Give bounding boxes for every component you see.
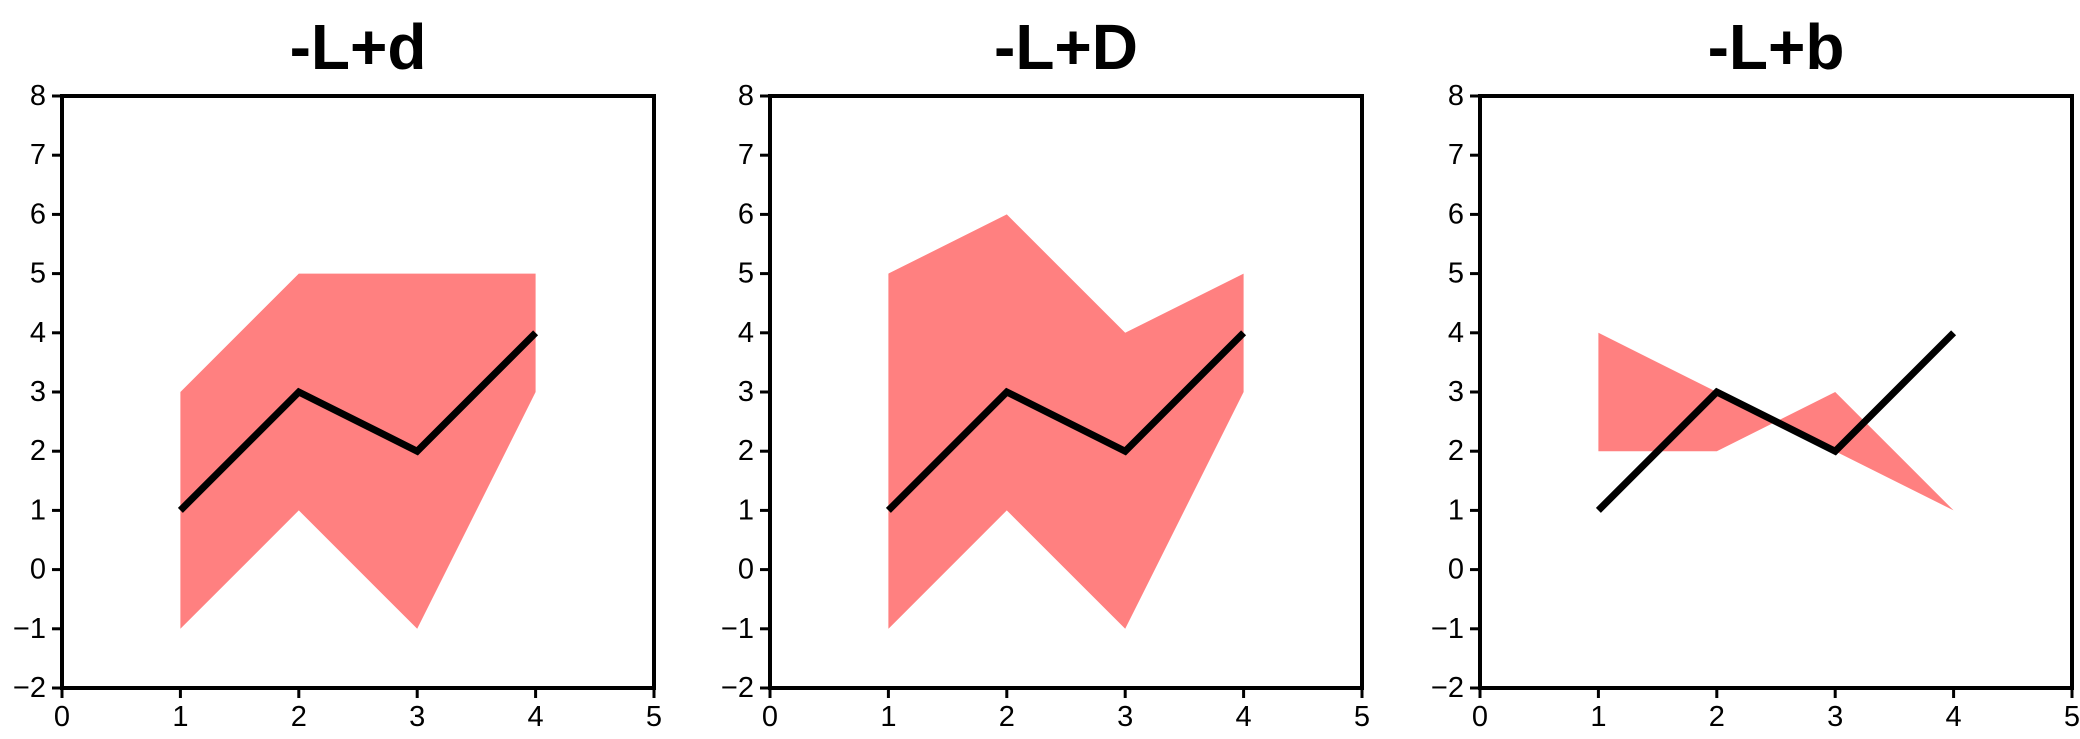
y-tick-label: 2 (1448, 435, 1464, 467)
chart-title: -L+d (290, 11, 427, 83)
x-tick-label: 4 (528, 701, 544, 733)
chart-title: -L+b (1708, 11, 1845, 83)
data-line (177, 330, 539, 513)
y-tick-label: 7 (738, 139, 754, 171)
chart-panel-3: -L+b 0 1 2 3 4 5 −2 −1 0 1 2 3 4 5 6 7 8 (1431, 11, 2080, 733)
y-tick-label: 2 (738, 435, 754, 467)
y-tick-label: 5 (30, 258, 46, 290)
y-tick-label: 7 (30, 139, 46, 171)
x-tick-label: 5 (646, 701, 662, 733)
y-tick-label: −1 (13, 613, 46, 645)
envelope-area (180, 273, 536, 629)
chart-title: -L+D (994, 11, 1138, 83)
x-tick-label: 3 (1117, 701, 1133, 733)
x-tick-label: 2 (291, 701, 307, 733)
y-tick-label: 6 (1448, 198, 1464, 230)
x-tick-label: 0 (1472, 701, 1488, 733)
y-tick-label: −2 (721, 672, 754, 704)
chart-panel-1: -L+d 0 1 2 3 4 5 −2 −1 0 1 2 3 4 5 6 7 8 (13, 11, 662, 733)
plot-frame (1478, 94, 2074, 690)
y-tick-label: 8 (738, 80, 754, 112)
y-tick-label: 1 (30, 494, 46, 526)
y-tick-label: 1 (1448, 494, 1464, 526)
y-tick-label: 3 (30, 376, 46, 408)
x-tick-label: 4 (1236, 701, 1252, 733)
chart-panel-2: -L+D 0 1 2 3 4 5 −2 −1 0 1 2 3 4 5 6 7 8 (721, 11, 1370, 733)
y-tick-label: 3 (1448, 376, 1464, 408)
x-tick-label: 1 (1590, 701, 1606, 733)
x-tick-label: 0 (54, 701, 70, 733)
y-tick-label: 0 (30, 554, 46, 586)
x-tick-label: 1 (880, 701, 896, 733)
x-tick-label: 5 (2064, 701, 2080, 733)
x-tick-label: 3 (409, 701, 425, 733)
y-tick-label: −2 (1431, 672, 1464, 704)
y-tick-label: 4 (738, 317, 754, 349)
x-tick-label: 2 (1709, 701, 1725, 733)
y-tick-label: 2 (30, 435, 46, 467)
data-line (1595, 330, 1957, 513)
y-tick-label: 4 (30, 317, 46, 349)
y-tick-label: 0 (738, 554, 754, 586)
y-tick-label: 6 (30, 198, 46, 230)
x-tick-label: 4 (1946, 701, 1962, 733)
y-tick-label: 7 (1448, 139, 1464, 171)
y-tick-label: −1 (721, 613, 754, 645)
y-tick-label: 5 (738, 258, 754, 290)
y-tick-label: 6 (738, 198, 754, 230)
envelope-area (1598, 332, 1954, 511)
y-tick-label: 1 (738, 494, 754, 526)
y-tick-label: 8 (1448, 80, 1464, 112)
y-tick-label: −2 (13, 672, 46, 704)
data-line (885, 330, 1247, 513)
y-tick-label: 0 (1448, 554, 1464, 586)
x-tick-label: 5 (1354, 701, 1370, 733)
y-tick-label: 5 (1448, 258, 1464, 290)
y-tick-label: 3 (738, 376, 754, 408)
y-tick-label: 8 (30, 80, 46, 112)
x-tick-label: 0 (762, 701, 778, 733)
x-tick-label: 3 (1827, 701, 1843, 733)
x-tick-label: 1 (172, 701, 188, 733)
y-tick-label: −1 (1431, 613, 1464, 645)
y-tick-label: 4 (1448, 317, 1464, 349)
x-tick-label: 2 (999, 701, 1015, 733)
